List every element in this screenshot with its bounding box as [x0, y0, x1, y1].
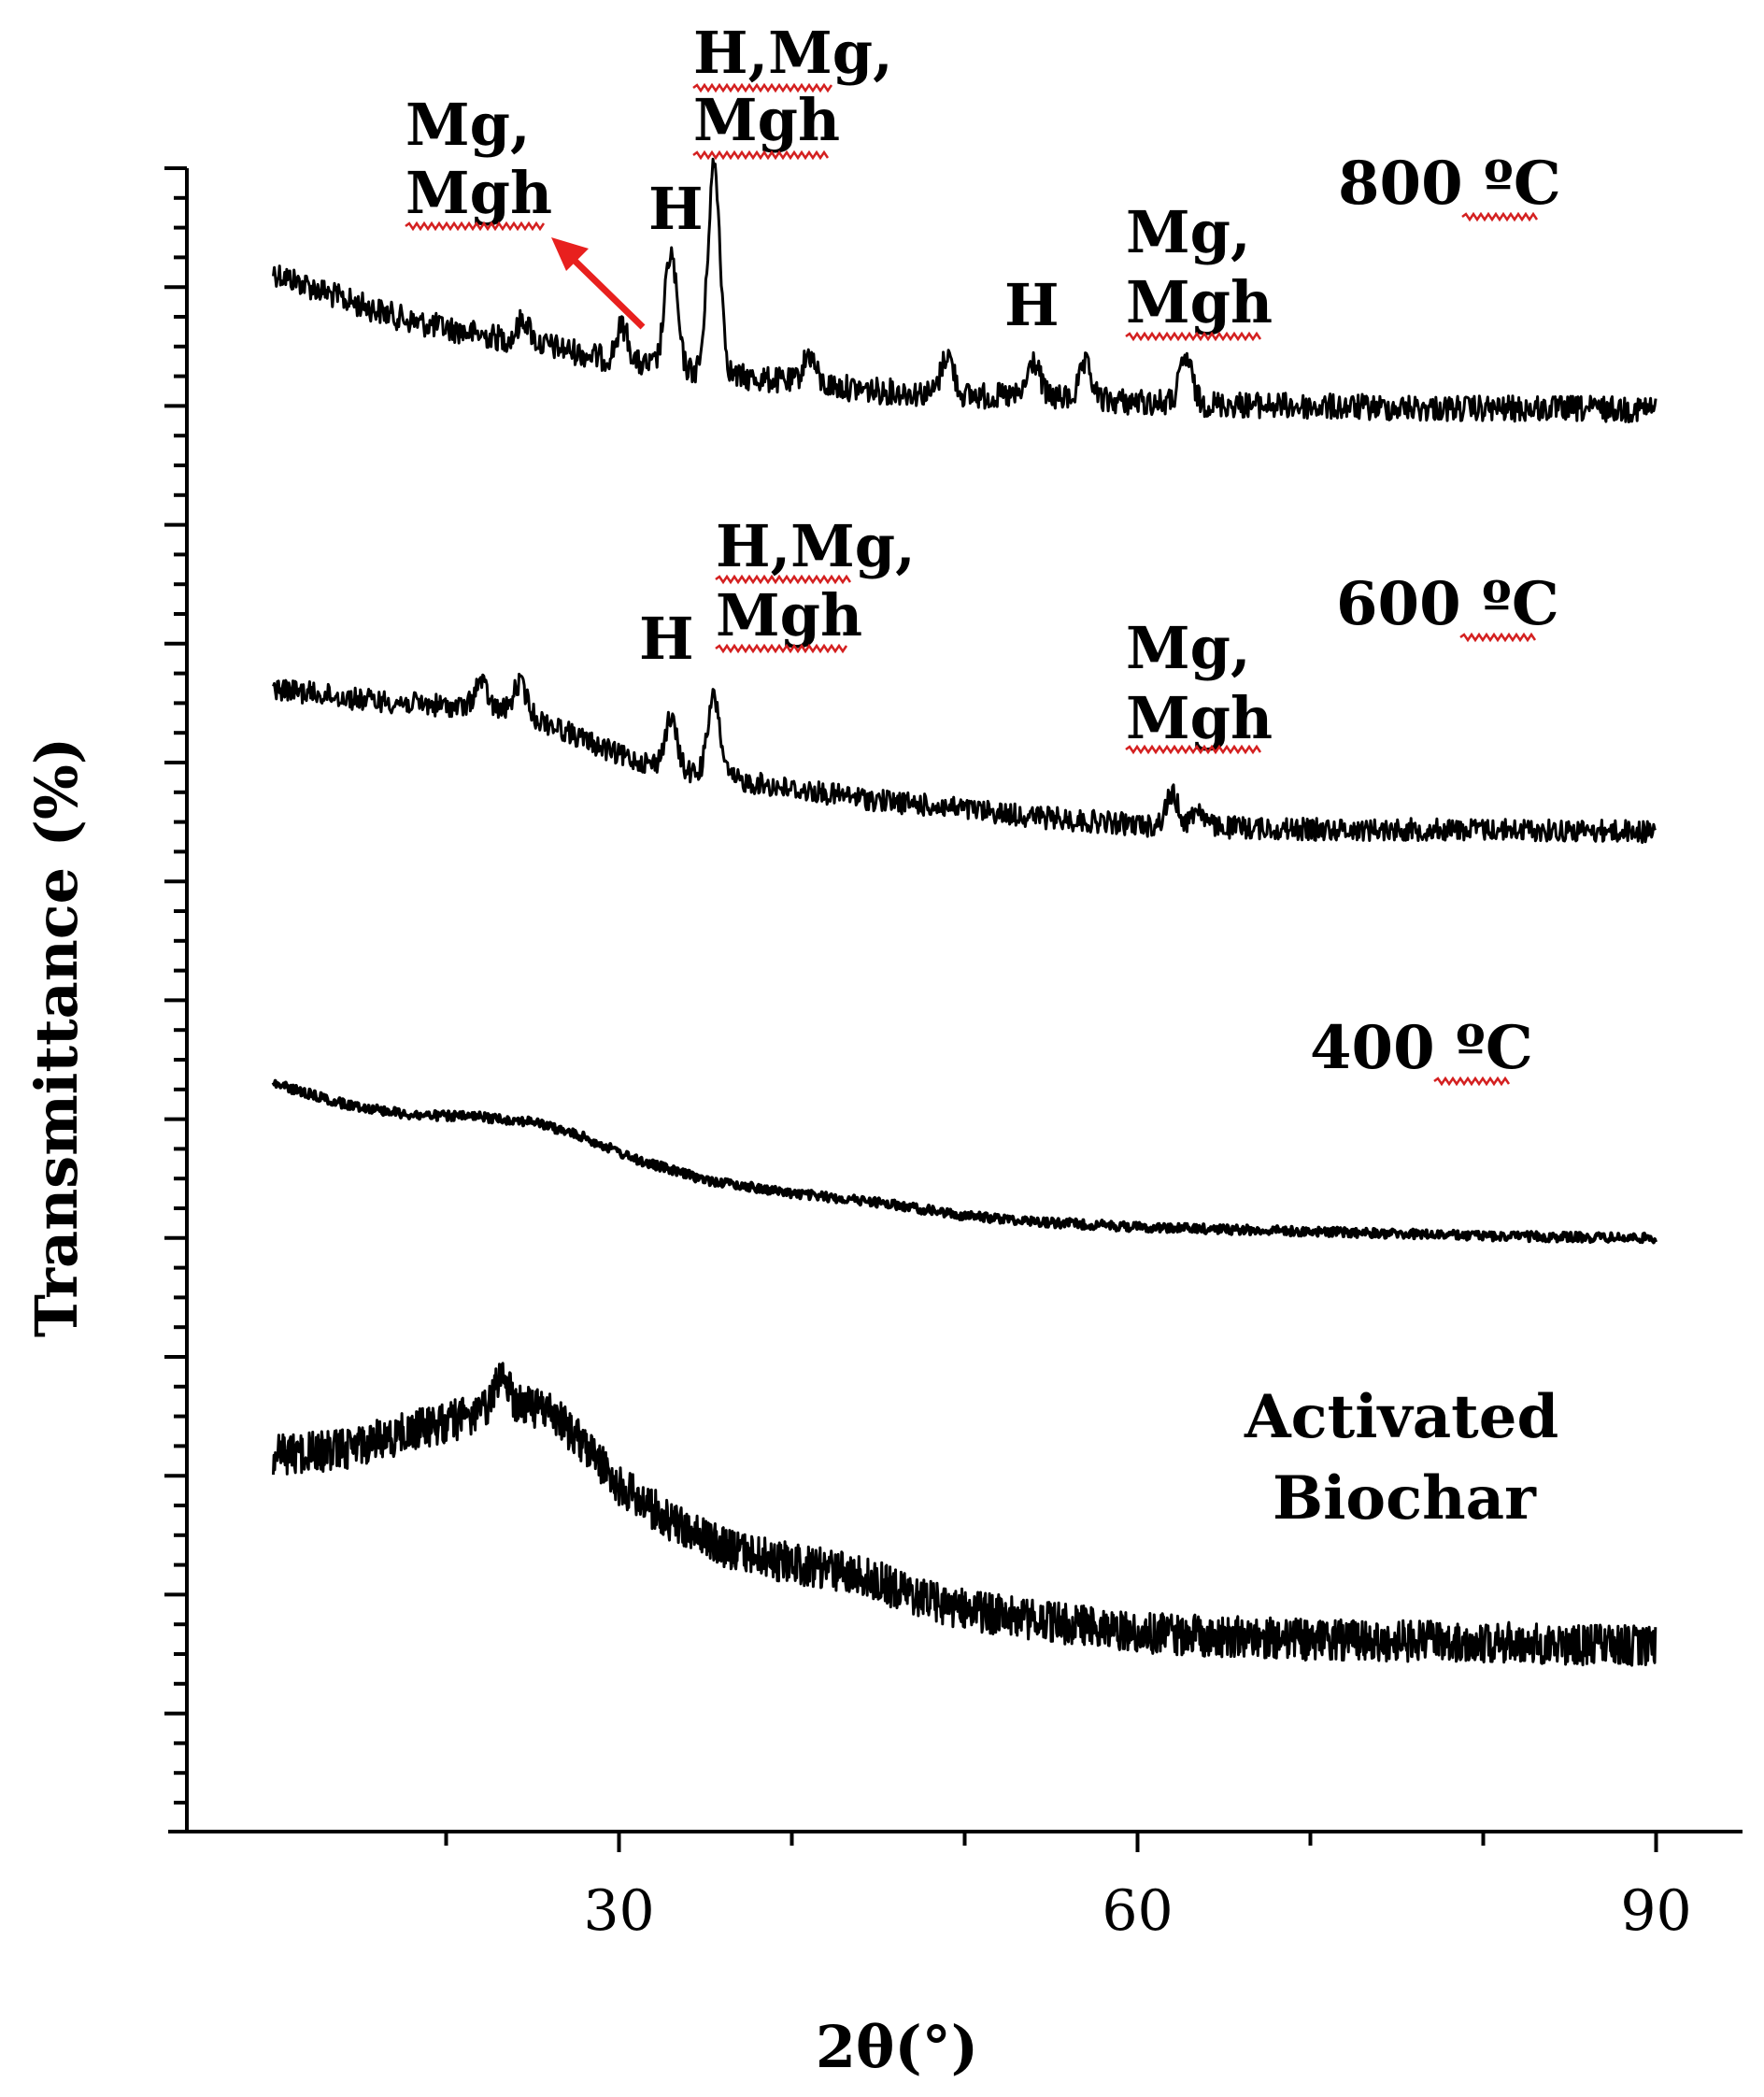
- spellcheck-squiggle: [1461, 211, 1539, 222]
- spellcheck-squiggle: [1125, 331, 1262, 342]
- spellcheck-squiggle: [1125, 744, 1262, 755]
- spellcheck-underlines: [405, 82, 1539, 1087]
- peak-label-600-hmg: H,Mg,: [716, 512, 916, 580]
- series-group: [271, 157, 1657, 1667]
- spellcheck-squiggle: [405, 221, 546, 232]
- spellcheck-squiggle: [715, 574, 852, 585]
- peak-label-800-h1: H: [648, 175, 704, 243]
- series-line-3: [271, 1078, 1657, 1245]
- y-axis-title: Transmittance (%): [22, 737, 91, 1338]
- peak-label-800-mg: Mg,: [405, 91, 531, 159]
- peak-label-600-h: H: [639, 605, 694, 673]
- series-line-4: [272, 1362, 1657, 1667]
- peak-label-600-mg2: Mg,: [1126, 614, 1251, 682]
- axes: 30 60 90: [164, 166, 1743, 1944]
- spellcheck-squiggle: [715, 643, 848, 654]
- label-800c: 800 ºC: [1338, 149, 1561, 219]
- peak-label-600-mgh: Mgh: [716, 581, 862, 649]
- spellcheck-squiggle: [1433, 1076, 1511, 1087]
- peak-label-800-hmg: H,Mg,: [693, 19, 893, 87]
- x-tick-label: 60: [1102, 1878, 1173, 1944]
- label-activated: Activated: [1244, 1382, 1558, 1452]
- peak-label-600-mgh2: Mgh: [1126, 684, 1273, 752]
- peak-label-800-mg3: Mg,: [1126, 198, 1251, 266]
- peak-label-800-mgh: Mgh: [405, 159, 552, 227]
- peak-label-800-mgh3: Mgh: [1126, 268, 1273, 336]
- label-biochar: Biochar: [1273, 1463, 1537, 1534]
- y-ticks: [164, 166, 187, 1805]
- peak-label-800-h2: H: [1004, 271, 1060, 339]
- x-tick-label: 90: [1620, 1878, 1691, 1944]
- series-line-2: [272, 672, 1657, 845]
- label-400c: 400 ºC: [1310, 1013, 1533, 1083]
- spellcheck-squiggle: [692, 82, 833, 93]
- x-tick-label: 30: [583, 1878, 654, 1944]
- x-ticks: 30 60 90: [444, 1832, 1692, 1944]
- spellcheck-squiggle: [1459, 632, 1537, 643]
- spellcheck-squiggle: [692, 150, 830, 161]
- red-arrow: [551, 237, 646, 330]
- peak-label-800-mgh2: Mgh: [693, 86, 840, 154]
- x-axis-title: 2θ(°): [816, 2013, 978, 2081]
- label-600c: 600 ºC: [1336, 569, 1559, 639]
- series-line-1: [272, 157, 1657, 423]
